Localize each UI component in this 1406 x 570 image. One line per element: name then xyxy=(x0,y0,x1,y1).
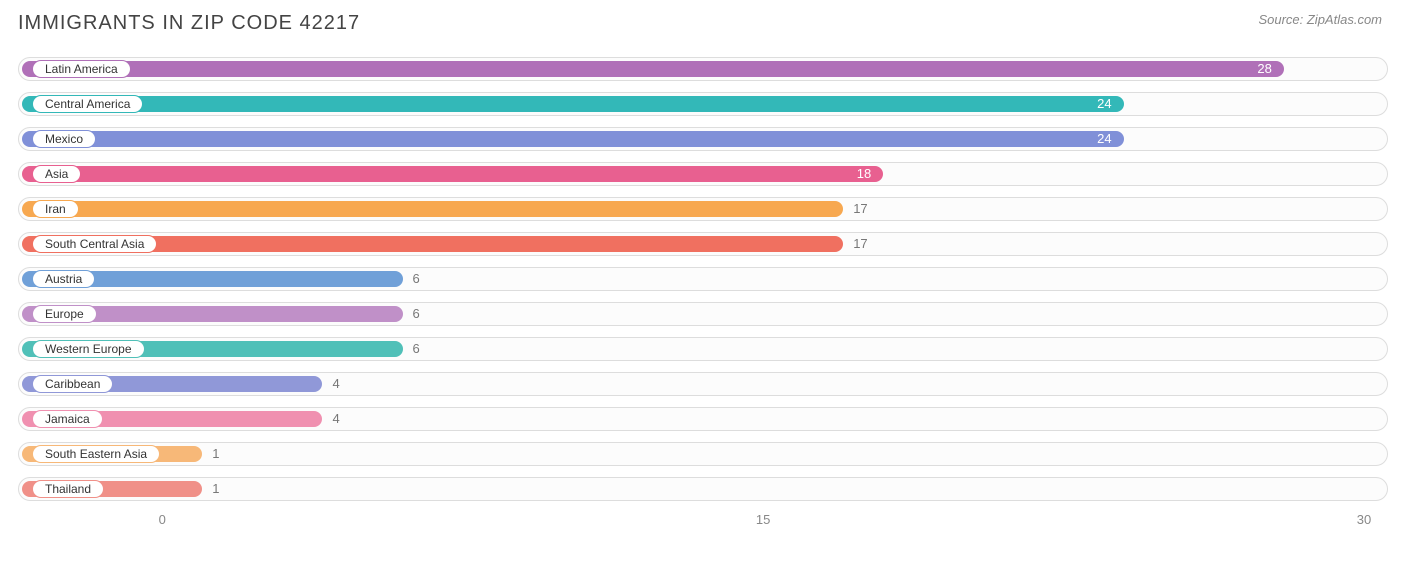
bar-value: 6 xyxy=(403,337,420,361)
bar-label: Latin America xyxy=(32,60,131,78)
bar-row: 6 Western Europe xyxy=(18,337,1388,361)
bar-label: Europe xyxy=(32,305,97,323)
bar-track xyxy=(18,477,1388,501)
bar-row: 17 South Central Asia xyxy=(18,232,1388,256)
bar-row: 1 Thailand xyxy=(18,477,1388,501)
bar-label: South Eastern Asia xyxy=(32,445,160,463)
axis-tick: 0 xyxy=(159,512,166,527)
bar-chart: 28Latin America24Central America24Mexico… xyxy=(18,57,1388,542)
bar-label: Caribbean xyxy=(32,375,113,393)
bar-value: 6 xyxy=(403,302,420,326)
bar-label: Iran xyxy=(32,200,79,218)
bar-row: 6 Austria xyxy=(18,267,1388,291)
bar-row: 4 Caribbean xyxy=(18,372,1388,396)
bar-value: 6 xyxy=(403,267,420,291)
chart-header: IMMIGRANTS IN ZIP CODE 42217 Source: Zip… xyxy=(18,12,1388,35)
bar-row: 17 Iran xyxy=(18,197,1388,221)
bar-row: 4 Jamaica xyxy=(18,407,1388,431)
bar-value: 1 xyxy=(202,477,219,501)
bar-row: 1 South Eastern Asia xyxy=(18,442,1388,466)
bar-row: 24Central America xyxy=(18,92,1388,116)
bar-label: Austria xyxy=(32,270,95,288)
x-axis: 0 15 30 xyxy=(18,512,1388,542)
bar-label: Thailand xyxy=(32,480,104,498)
bar-value: 17 xyxy=(843,232,867,256)
bar-value: 4 xyxy=(322,407,339,431)
bar-value: 1 xyxy=(202,442,219,466)
bar-label: Western Europe xyxy=(32,340,145,358)
bar-fill xyxy=(22,201,843,217)
chart-source: Source: ZipAtlas.com xyxy=(1258,12,1382,27)
bar-value: 24 xyxy=(22,92,1124,116)
axis-tick: 15 xyxy=(756,512,770,527)
bar-row: 6 Europe xyxy=(18,302,1388,326)
bar-label: Jamaica xyxy=(32,410,103,428)
bar-value: 24 xyxy=(22,127,1124,151)
bar-value: 4 xyxy=(322,372,339,396)
bar-label: Asia xyxy=(32,165,81,183)
bar-label: Central America xyxy=(32,95,143,113)
bar-track xyxy=(18,442,1388,466)
bar-label: South Central Asia xyxy=(32,235,157,253)
bar-label: Mexico xyxy=(32,130,96,148)
bar-row: 24Mexico xyxy=(18,127,1388,151)
bar-value: 28 xyxy=(22,57,1284,81)
axis-tick: 30 xyxy=(1357,512,1371,527)
bar-value: 17 xyxy=(843,197,867,221)
bar-value: 18 xyxy=(22,162,883,186)
bar-row: 28Latin America xyxy=(18,57,1388,81)
bar-row: 18Asia xyxy=(18,162,1388,186)
chart-title: IMMIGRANTS IN ZIP CODE 42217 xyxy=(18,12,360,35)
